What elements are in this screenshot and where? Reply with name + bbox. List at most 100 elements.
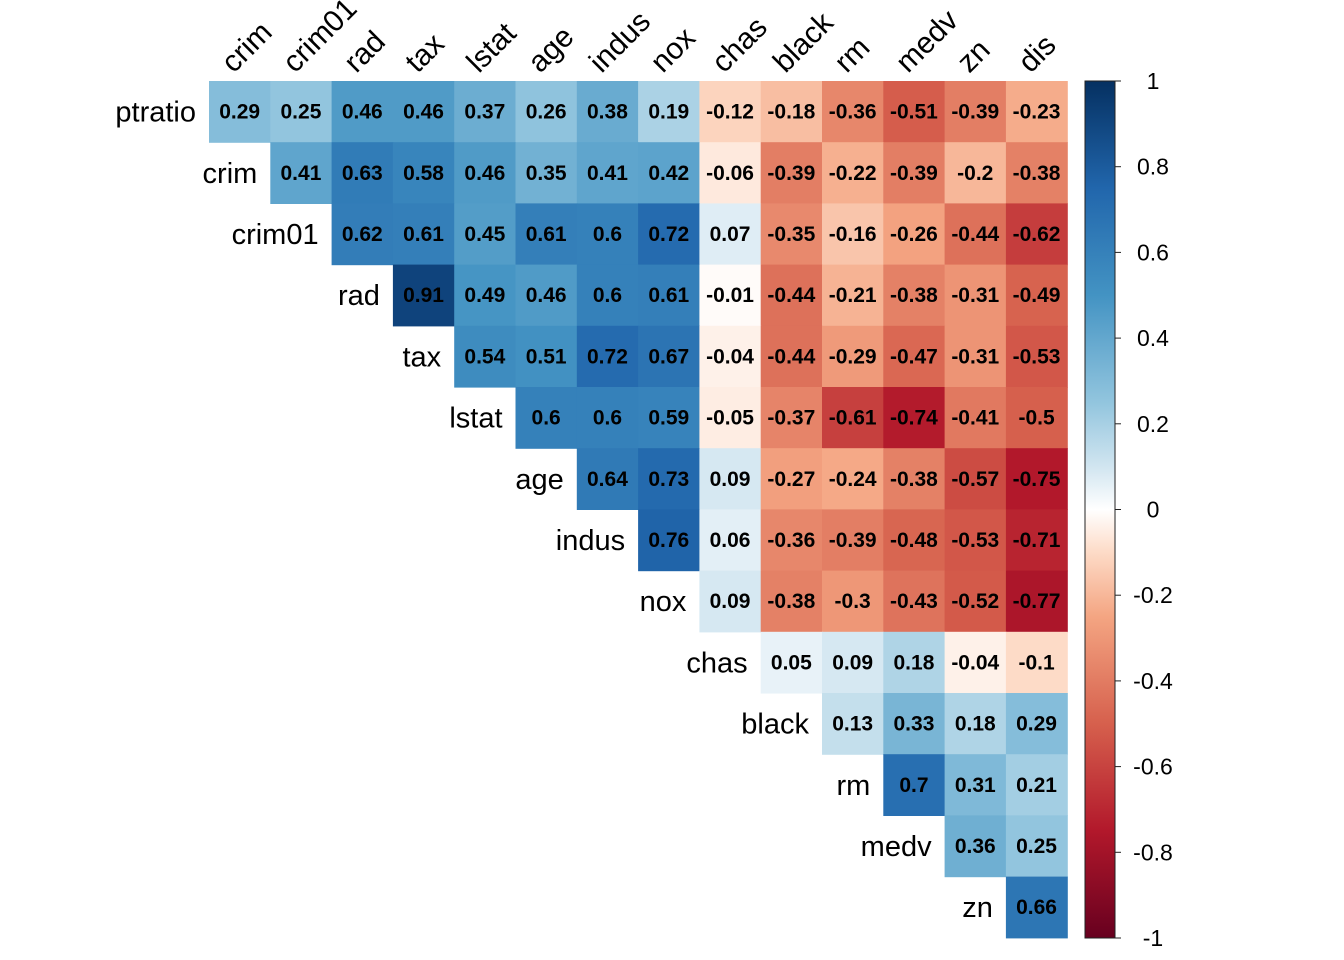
cell-value-crim-black: -0.39: [767, 162, 815, 185]
heatmap-cell-age-chas: [699, 448, 762, 510]
heatmap-cell-tax-medv: [883, 325, 946, 388]
column-label-rad: rad: [338, 25, 392, 79]
heatmap-cells: 0.29 0.25 0.46 0.46 0.37 0.26 0.38 0.19 -0.12 -0.…: [209, 81, 1068, 939]
cell-value-ptratio-zn: -0.39: [951, 101, 999, 124]
heatmap-cell-crim01-zn: [944, 203, 1007, 266]
heatmap-cell-medv-dis: [1005, 815, 1068, 878]
cell-value-ptratio-age: 0.26: [526, 101, 567, 124]
heatmap-cell-crim-black: [760, 142, 823, 204]
cell-value-crim-crim01: 0.41: [281, 162, 322, 185]
cell-value-indus-dis: -0.71: [1013, 529, 1061, 552]
row-label-nox: nox: [640, 586, 687, 618]
row-label-crim: crim: [203, 158, 258, 190]
cell-value-crim-medv: -0.39: [890, 162, 938, 185]
cell-value-rm-zn: 0.31: [955, 774, 996, 797]
heatmap-cell-nox-dis: [1005, 570, 1068, 633]
cell-value-crim-rad: 0.63: [342, 162, 383, 185]
heatmap-cell-rad-age: [515, 264, 578, 327]
heatmap-cell-ptratio-indus: [576, 81, 639, 143]
cell-value-zn-dis: 0.66: [1016, 896, 1057, 919]
cell-value-indus-zn: -0.53: [951, 529, 999, 552]
heatmap-cell-ptratio-rm: [822, 81, 884, 143]
column-label-crim: crim: [215, 16, 278, 79]
cell-value-crim01-chas: 0.07: [710, 223, 751, 246]
cell-value-crim-rm: -0.22: [829, 162, 877, 185]
heatmap-cell-age-nox: [638, 448, 700, 510]
heatmap-cell-zn-dis: [1005, 876, 1068, 939]
heatmap-cell-crim01-nox: [638, 203, 700, 266]
cell-value-crim01-indus: 0.6: [593, 223, 622, 246]
heatmap-cell-crim-lstat: [454, 142, 517, 204]
cell-value-crim-chas: -0.06: [706, 162, 754, 185]
cell-value-tax-lstat: 0.54: [464, 345, 505, 368]
cell-value-ptratio-crim01: 0.25: [281, 101, 322, 124]
cell-value-indus-rm: -0.39: [829, 529, 877, 552]
cell-value-ptratio-chas: -0.12: [706, 101, 754, 124]
cell-value-indus-chas: 0.06: [710, 529, 751, 552]
cell-value-lstat-zn: -0.41: [951, 407, 999, 430]
cell-value-nox-dis: -0.77: [1013, 590, 1061, 613]
color-scale-tick-label: 0.6: [1137, 239, 1169, 265]
heatmap-cell-rad-lstat: [454, 264, 517, 327]
heatmap-cell-rad-nox: [638, 264, 700, 327]
heatmap-cell-age-black: [760, 448, 823, 510]
cell-value-nox-black: -0.38: [767, 590, 815, 613]
heatmap-cell-ptratio-rad: [331, 81, 394, 143]
row-label-ptratio: ptratio: [115, 97, 196, 129]
heatmap-cell-medv-zn: [944, 815, 1007, 878]
heatmap-cell-indus-dis: [1005, 509, 1068, 572]
column-label-dis: dis: [1012, 28, 1062, 78]
cell-value-rad-black: -0.44: [767, 284, 815, 307]
heatmap-cell-lstat-medv: [883, 387, 946, 449]
heatmap-cell-rad-rm: [822, 264, 884, 327]
cell-value-rad-dis: -0.49: [1013, 284, 1061, 307]
heatmap-cell-ptratio-lstat: [454, 81, 517, 143]
heatmap-cell-tax-lstat: [454, 325, 517, 388]
cell-value-crim-lstat: 0.46: [464, 162, 505, 185]
heatmap-cell-age-rm: [822, 448, 884, 510]
heatmap-cell-ptratio-nox: [638, 81, 700, 143]
cell-value-tax-chas: -0.04: [706, 345, 754, 368]
row-label-black: black: [741, 709, 809, 741]
cell-value-crim01-rad: 0.62: [342, 223, 383, 246]
heatmap-cell-crim01-indus: [576, 203, 639, 266]
row-label-tax: tax: [403, 341, 442, 373]
heatmap-cell-tax-rm: [822, 325, 884, 388]
cell-value-rad-rm: -0.21: [829, 284, 877, 307]
heatmap-cell-lstat-rm: [822, 387, 884, 449]
column-label-chas: chas: [706, 11, 774, 79]
cell-value-ptratio-tax: 0.46: [403, 101, 444, 124]
heatmap-cell-lstat-zn: [944, 387, 1007, 449]
heatmap-cell-chas-dis: [1005, 631, 1068, 694]
cell-value-rad-indus: 0.6: [593, 284, 622, 307]
heatmap-cell-crim-tax: [392, 142, 455, 204]
heatmap-cell-crim-zn: [944, 142, 1007, 204]
heatmap-cell-ptratio-crim01: [270, 81, 333, 143]
color-scale-bar: [1084, 80, 1116, 939]
column-label-black: black: [767, 5, 841, 79]
cell-value-crim-tax: 0.58: [403, 162, 444, 185]
heatmap-cell-rad-indus: [576, 264, 639, 327]
heatmap-cell-rad-zn: [944, 264, 1007, 327]
cell-value-lstat-nox: 0.59: [648, 407, 689, 430]
cell-value-crim01-lstat: 0.45: [464, 223, 505, 246]
heatmap-cell-nox-rm: [822, 570, 884, 633]
cell-value-crim01-medv: -0.26: [890, 223, 938, 246]
cell-value-rad-tax: 0.91: [403, 284, 444, 307]
heatmap-cell-rad-medv: [883, 264, 946, 327]
heatmap-cell-crim01-chas: [699, 203, 762, 266]
heatmap-cell-indus-rm: [822, 509, 884, 572]
cell-value-ptratio-medv: -0.51: [890, 101, 938, 124]
heatmap-cell-tax-black: [760, 325, 823, 388]
cell-value-chas-black: 0.05: [771, 651, 812, 674]
heatmap-cell-nox-zn: [944, 570, 1007, 633]
cell-value-age-medv: -0.38: [890, 468, 938, 491]
cell-value-lstat-black: -0.37: [767, 407, 815, 430]
color-scale-tick-label: 0.2: [1137, 411, 1169, 437]
heatmap-cell-lstat-indus: [576, 387, 639, 449]
heatmap-cell-ptratio-dis: [1005, 81, 1068, 143]
heatmap-cell-lstat-age: [515, 387, 578, 449]
